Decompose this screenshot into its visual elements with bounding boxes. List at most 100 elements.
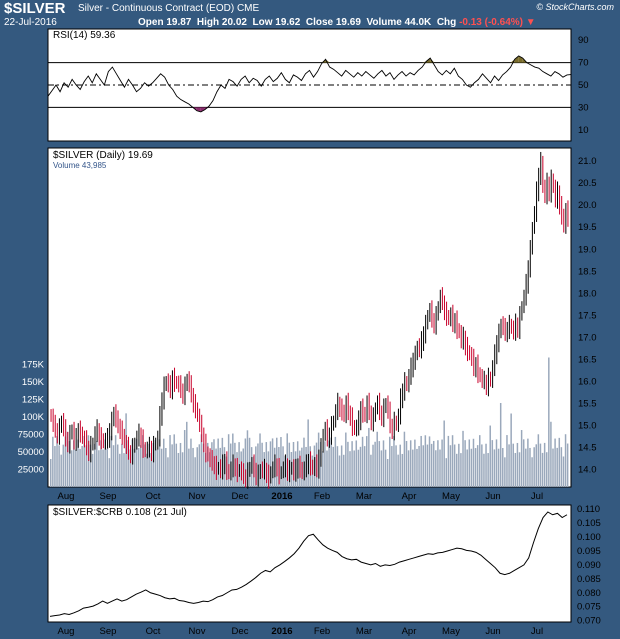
volume-bar — [209, 452, 211, 487]
volume-bar — [62, 444, 65, 487]
x-axis-label: Jun — [485, 626, 500, 637]
volume-bar — [177, 452, 180, 487]
volume-bar — [512, 443, 514, 487]
rsi-overbought-fill — [514, 55, 519, 63]
volume-bar — [129, 449, 132, 487]
x-axis-label: Oct — [146, 626, 161, 637]
volume-bar — [504, 457, 506, 487]
volume-bar — [445, 458, 448, 487]
volume-bar — [68, 441, 71, 487]
symbol-description: Silver - Continuous Contract (EOD) CME — [78, 3, 260, 14]
volume-bar — [332, 446, 335, 487]
volume-bar — [171, 444, 173, 487]
price-tick-label: 18.5 — [578, 266, 597, 277]
volume-bar — [190, 438, 192, 487]
volume-bar — [451, 435, 454, 487]
price-tick-label: 14.5 — [578, 442, 597, 453]
volume-bar — [552, 448, 554, 487]
volume-bar — [487, 453, 489, 487]
volume-bar — [81, 445, 83, 487]
volume-bar — [550, 421, 552, 487]
volume-bar — [401, 453, 404, 487]
volume-bar — [169, 435, 171, 487]
volume-bar — [50, 459, 52, 487]
volume-bar — [558, 437, 561, 487]
volume-bar — [472, 438, 475, 487]
volume-bar — [64, 436, 67, 487]
volume-bar — [489, 425, 491, 487]
volume-bar — [361, 436, 364, 487]
volume-bar — [269, 441, 272, 487]
volume-bar — [351, 441, 353, 487]
change-value: -0.13 (-0.64%) — [459, 17, 523, 28]
volume-bar — [336, 446, 339, 487]
volume-bar — [200, 434, 203, 487]
volume-bar — [52, 436, 54, 487]
volume-bar — [539, 443, 542, 487]
volume-bar — [397, 454, 399, 487]
volume-bar — [529, 447, 531, 487]
volume-bar — [405, 441, 408, 487]
volume-bar — [89, 444, 92, 487]
volume-bar — [259, 433, 261, 487]
volume-tick-label: 125K — [22, 395, 45, 406]
x-axis-label: Sep — [100, 626, 117, 637]
volume-bar — [370, 454, 372, 487]
volume-bar — [564, 434, 567, 487]
volume-bar — [435, 450, 437, 487]
volume-bar — [382, 440, 385, 487]
volume-bar — [347, 441, 349, 487]
volume-bar — [60, 454, 62, 487]
x-axis-label: Dec — [232, 491, 249, 502]
volume-bar — [349, 451, 351, 487]
volume-bar — [165, 448, 167, 487]
volume-bar — [520, 430, 523, 487]
price-tick-label: 20.5 — [578, 178, 597, 189]
volume-bar — [441, 439, 443, 487]
volume-bar — [455, 453, 458, 487]
volume-bar — [70, 450, 73, 487]
volume-bar — [66, 431, 69, 487]
price-tick-label: 14.0 — [578, 464, 597, 475]
volume-bar — [541, 452, 544, 487]
ratio-layer: 0.110 0.105 0.100 0.095 0.090 0.085 0.080 0.075… — [49, 504, 601, 627]
x-axis-label: Nov — [189, 626, 206, 637]
volume-bar — [426, 444, 429, 487]
price-tick-label: 18.0 — [578, 288, 597, 299]
volume-bar — [106, 448, 108, 487]
volume-bar — [102, 449, 104, 487]
volume-bar — [342, 454, 345, 487]
volume-bar — [548, 357, 550, 487]
x-axis-label: Jul — [531, 491, 543, 502]
volume-bar — [246, 430, 249, 487]
volume-bar — [422, 445, 425, 487]
volume-bar — [363, 446, 366, 487]
volume-bar — [355, 440, 358, 487]
volume-bar — [407, 450, 410, 487]
volume-bar — [121, 443, 123, 487]
volume-bar — [462, 430, 464, 487]
ratio-line — [49, 511, 568, 617]
ratio-tick-label: 0.075 — [577, 602, 601, 613]
volume-bar — [87, 435, 90, 487]
volume-bar — [391, 446, 393, 487]
volume-bar — [116, 444, 119, 487]
volume-bar — [150, 453, 152, 487]
volume-bar — [123, 453, 125, 487]
volume-bar — [330, 437, 332, 487]
price-tick-label: 16.0 — [578, 376, 597, 387]
volume-bar — [439, 449, 441, 487]
ratio-tick-label: 0.105 — [577, 518, 601, 529]
volume-bar — [466, 449, 468, 487]
volume-bar — [156, 449, 159, 487]
volume-bar — [202, 443, 205, 487]
volume-bar — [146, 453, 148, 487]
rsi-label: RSI(14) 59.36 — [53, 30, 116, 41]
volume-tick-label: 150K — [22, 377, 45, 388]
volume-bar — [135, 438, 138, 487]
price-tick-label: 19.0 — [578, 244, 597, 255]
volume-bar — [75, 449, 77, 487]
ratio-tick-label: 0.080 — [577, 588, 601, 599]
volume-bar — [414, 439, 416, 487]
volume-bar — [483, 453, 485, 487]
